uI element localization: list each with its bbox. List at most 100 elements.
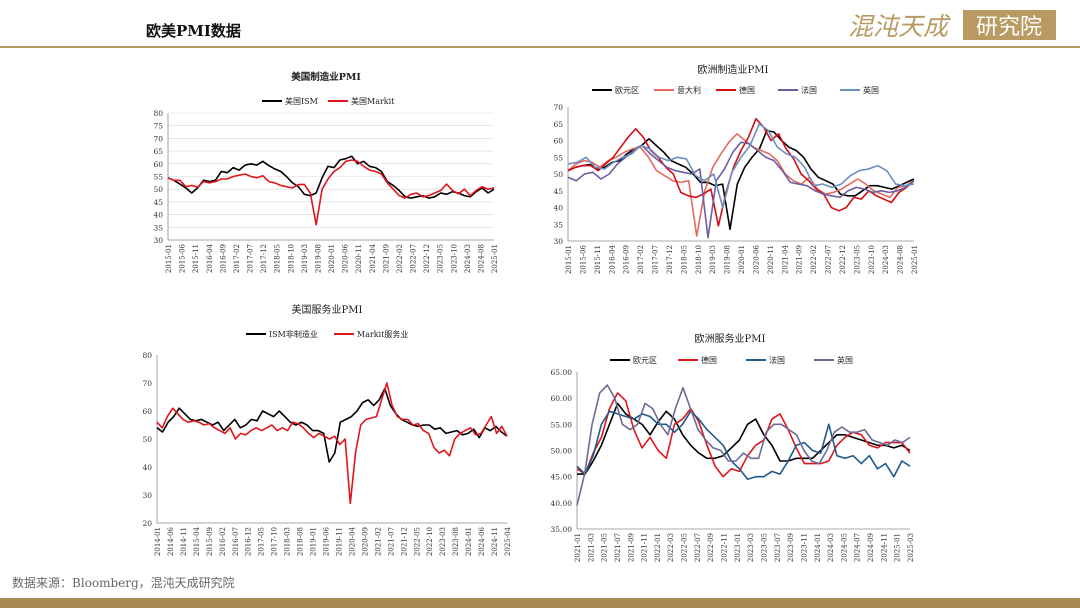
us-mfg-xtick-7: 2017-12 bbox=[260, 244, 268, 273]
eu-mfg-ytick-0: 30 bbox=[553, 237, 563, 246]
eu-mfg-xtick-7: 2017-12 bbox=[666, 245, 674, 274]
eu-svc-ytick-4: 55.00 bbox=[551, 420, 573, 429]
header-divider bbox=[0, 46, 1080, 48]
chart-eu-services-pmi: 欧洲服务业PMI 欧元区 德国 法国 英国 35.00 40.00 45.00 50.00 55.… bbox=[551, 332, 915, 562]
eu-svc-series-line-2 bbox=[576, 410, 911, 481]
eu-svc-xtick-17: 2023-11 bbox=[800, 533, 808, 562]
footer-bar bbox=[0, 598, 1080, 608]
eu-svc-legend-label-2: 法国 bbox=[769, 355, 785, 365]
eu-mfg-xtick-19: 2022-12 bbox=[839, 245, 847, 274]
us-svc-legend-label-1: Markit服务业 bbox=[357, 329, 408, 339]
eu-svc-xtick-20: 2024-05 bbox=[840, 533, 848, 562]
eu-svc-xtick-18: 2024-01 bbox=[814, 533, 822, 562]
us-svc-xtick-24: 2024-01 bbox=[465, 527, 473, 556]
us-mfg-xtick-21: 2023-10 bbox=[450, 244, 458, 273]
eu-mfg-legend-label-0: 欧元区 bbox=[615, 85, 639, 95]
eu-mfg-xtick-9: 2018-10 bbox=[695, 245, 703, 274]
eu-mfg-xtick-24: 2025-01 bbox=[911, 245, 919, 274]
us-svc-xtick-2: 2014-11 bbox=[180, 527, 188, 556]
us-mfg-xtick-4: 2016-09 bbox=[219, 244, 227, 273]
eu-svc-xtick-11: 2022-11 bbox=[721, 533, 729, 562]
eu-svc-xtick-19: 2024-03 bbox=[827, 533, 835, 562]
us-mfg-xtick-19: 2022-12 bbox=[423, 244, 431, 273]
logo-text-box: 研究院 bbox=[976, 15, 1042, 40]
us-svc-xtick-18: 2021-07 bbox=[387, 527, 395, 556]
us-svc-xtick-27: 2025-04 bbox=[504, 526, 512, 556]
eu-svc-xtick-9: 2022-07 bbox=[694, 533, 702, 562]
eu-svc-xtick-15: 2023-07 bbox=[774, 533, 782, 562]
eu-svc-xtick-12: 2023-01 bbox=[734, 533, 742, 562]
us-mfg-ytick-3: 45 bbox=[153, 198, 163, 207]
us-svc-xtick-19: 2021-12 bbox=[400, 527, 408, 556]
us-mfg-xtick-0: 2015-01 bbox=[165, 244, 173, 273]
eu-svc-xtick-3: 2021-07 bbox=[614, 533, 622, 562]
us-mfg-xtick-23: 2024-08 bbox=[477, 244, 485, 273]
us-mfg-xtick-12: 2020-01 bbox=[328, 244, 336, 273]
eu-mfg-xtick-6: 2017-07 bbox=[652, 245, 660, 274]
us-svc-ytick-6: 80 bbox=[142, 351, 152, 360]
us-mfg-series-line-1 bbox=[167, 159, 495, 226]
eu-mfg-xtick-18: 2022-07 bbox=[825, 245, 833, 274]
eu-mfg-series-line-3 bbox=[567, 141, 915, 239]
eu-mfg-xtick-22: 2024-03 bbox=[882, 245, 890, 274]
us-svc-xtick-3: 2015-04 bbox=[193, 526, 201, 556]
us-mfg-xtick-5: 2017-02 bbox=[233, 244, 241, 273]
eu-mfg-xtick-4: 2016-09 bbox=[623, 245, 631, 274]
eu-svc-series-line-1 bbox=[576, 392, 911, 478]
eu-svc-xtick-21: 2024-07 bbox=[854, 533, 862, 562]
us-svc-xtick-11: 2018-08 bbox=[297, 527, 305, 556]
eu-svc-legend-label-3: 英国 bbox=[837, 355, 853, 365]
eu-mfg-series-line-1 bbox=[567, 133, 915, 237]
eu-mfg-xtick-10: 2019-03 bbox=[709, 245, 717, 274]
us-svc-xtick-9: 2017-10 bbox=[271, 527, 279, 556]
us-svc-xtick-23: 2023-08 bbox=[452, 527, 460, 556]
eu-svc-ytick-2: 45.00 bbox=[551, 473, 573, 482]
us-mfg-xtick-3: 2016-04 bbox=[206, 243, 214, 273]
eu-svc-xtick-22: 2024-09 bbox=[867, 533, 875, 562]
eu-mfg-ytick-2: 40 bbox=[553, 204, 563, 213]
eu-mfg-xtick-15: 2021-04 bbox=[781, 244, 789, 274]
us-mfg-series-line-0 bbox=[167, 155, 495, 199]
us-mfg-xtick-20: 2023-05 bbox=[437, 244, 445, 273]
us-svc-xtick-17: 2021-02 bbox=[374, 527, 382, 556]
us-svc-legend-label-0: ISM非制造业 bbox=[269, 329, 318, 339]
eu-svc-xtick-8: 2022-05 bbox=[681, 533, 689, 562]
chart-us-services-pmi: 美国服务业PMI ISM非制造业 Markit服务业 20 30 40 50 60 70 80 20… bbox=[142, 303, 512, 556]
us-svc-ytick-2: 40 bbox=[142, 463, 152, 472]
eu-mfg-xtick-3: 2016-04 bbox=[608, 244, 616, 274]
us-mfg-xtick-16: 2021-09 bbox=[382, 244, 390, 273]
us-svc-xtick-14: 2019-11 bbox=[335, 527, 343, 556]
eu-mfg-legend-label-1: 意大利 bbox=[677, 85, 701, 95]
eu-svc-xtick-23: 2024-11 bbox=[880, 533, 888, 562]
eu-svc-legend-label-0: 欧元区 bbox=[633, 355, 657, 365]
eu-mfg-ytick-6: 60 bbox=[553, 137, 563, 146]
us-mfg-xtick-18: 2022-07 bbox=[410, 244, 418, 273]
us-mfg-ytick-9: 75 bbox=[153, 122, 163, 131]
us-svc-xtick-21: 2022-10 bbox=[426, 527, 434, 556]
eu-mfg-ytick-3: 45 bbox=[553, 187, 563, 196]
eu-svc-xtick-10: 2022-09 bbox=[707, 533, 715, 562]
eu-svc-ytick-5: 60.00 bbox=[551, 394, 573, 403]
us-svc-ytick-0: 20 bbox=[142, 519, 152, 528]
eu-mfg-xtick-23: 2024-08 bbox=[897, 245, 905, 274]
eu-svc-xtick-25: 2025-03 bbox=[907, 533, 915, 562]
eu-mfg-xtick-2: 2015-11 bbox=[594, 245, 602, 274]
eu-svc-xtick-2: 2021-05 bbox=[601, 533, 609, 562]
eu-mfg-ytick-5: 55 bbox=[553, 153, 563, 162]
logo-text-primary: 混沌天成 bbox=[848, 12, 951, 41]
us-svc-xtick-26: 2024-11 bbox=[491, 527, 499, 556]
eu-mfg-legend-label-2: 德国 bbox=[739, 85, 755, 95]
eu-mfg-xtick-16: 2021-09 bbox=[796, 245, 804, 274]
eu-svc-xtick-13: 2023-03 bbox=[747, 533, 755, 562]
eu-mfg-xtick-17: 2022-02 bbox=[810, 245, 818, 274]
us-svc-xtick-25: 2024-06 bbox=[478, 526, 486, 556]
us-mfg-ytick-4: 50 bbox=[153, 185, 163, 194]
us-svc-xtick-5: 2016-02 bbox=[219, 527, 227, 556]
us-svc-xtick-0: 2014-01 bbox=[154, 527, 162, 556]
us-mfg-xtick-14: 2020-11 bbox=[355, 244, 363, 273]
company-logo: 混沌天成 研究院 bbox=[848, 10, 1056, 41]
us-mfg-legend-label-0: 美国ISM bbox=[285, 96, 318, 106]
eu-mfg-xtick-11: 2019-08 bbox=[724, 245, 732, 274]
us-mfg-ytick-1: 35 bbox=[153, 223, 163, 232]
us-svc-xtick-12: 2019-01 bbox=[310, 527, 318, 556]
